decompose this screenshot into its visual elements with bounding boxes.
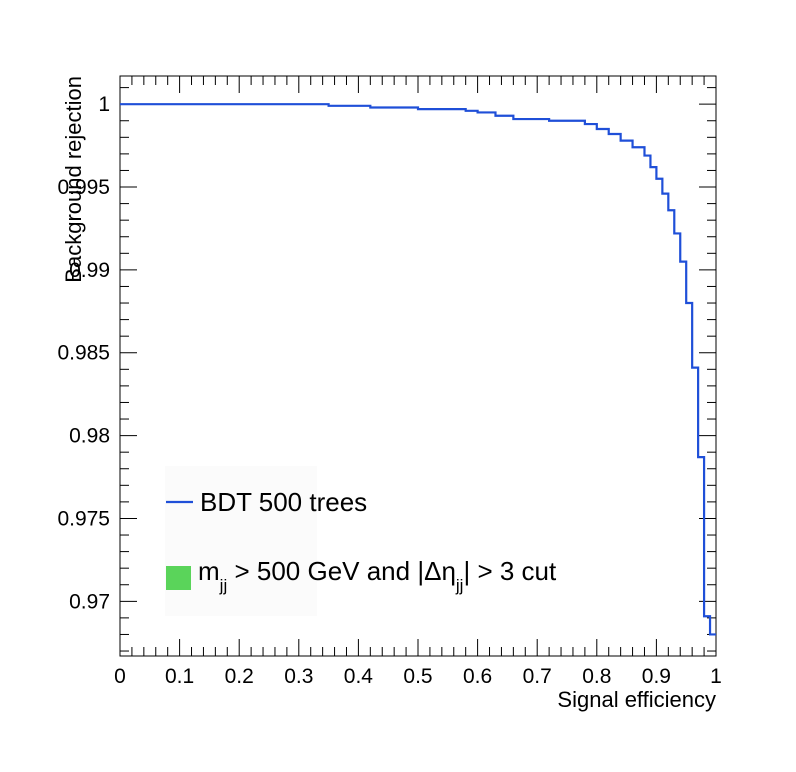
y-tick-label: 0.975 [57, 507, 110, 530]
legend-cut-part-end: | > 3 cut [463, 556, 557, 586]
legend-cut-part-m: m [198, 556, 220, 586]
y-axis-ticks [120, 87, 716, 652]
x-axis-tick-labels: 0 0.1 0.2 0.3 0.4 0.5 0.6 0.7 0.8 0.9 1 [114, 665, 722, 688]
y-tick-label: 0.99 [69, 259, 110, 282]
series-line-bdt [120, 103, 716, 636]
legend-background [165, 466, 317, 616]
y-tick-label: 0.995 [57, 176, 110, 199]
legend-entry-bdt: BDT 500 trees [200, 487, 367, 517]
x-tick-label: 0.1 [165, 665, 194, 688]
x-tick-label: 0.8 [582, 665, 611, 688]
x-tick-label: 0.5 [403, 665, 432, 688]
legend: BDT 500 trees mjj > 500 GeV and |Δηjj| >… [165, 466, 557, 616]
x-tick-label: 0.4 [344, 665, 374, 688]
x-tick-label: 1 [710, 665, 722, 688]
x-tick-label: 0.2 [225, 665, 254, 688]
y-tick-label: 0.98 [69, 425, 110, 448]
legend-cut-part-text: > 500 GeV and |Δη [227, 556, 456, 586]
legend-cut-part-jj-sub2: jj [455, 576, 464, 595]
y-axis-tick-labels: 0.97 0.975 0.98 0.985 0.99 0.995 1 [57, 93, 110, 613]
x-tick-label: 0.7 [523, 665, 552, 688]
x-axis-ticks [119, 76, 717, 656]
y-tick-label: 1 [98, 93, 110, 116]
x-tick-label: 0.6 [463, 665, 492, 688]
x-axis-title: Signal efficiency [557, 687, 716, 712]
x-tick-label: 0.9 [642, 665, 671, 688]
legend-cut-part-jj-sub: jj [219, 576, 228, 595]
x-tick-label: 0.3 [284, 665, 313, 688]
series-curves [120, 103, 716, 636]
y-tick-label: 0.97 [69, 590, 110, 613]
y-tick-label: 0.985 [57, 342, 110, 365]
y-axis-title: Background rejection [61, 76, 86, 283]
legend-box-swatch [166, 566, 191, 590]
x-tick-label: 0 [114, 665, 126, 688]
legend-entry-cut: mjj > 500 GeV and |Δηjj| > 3 cut [198, 556, 557, 595]
